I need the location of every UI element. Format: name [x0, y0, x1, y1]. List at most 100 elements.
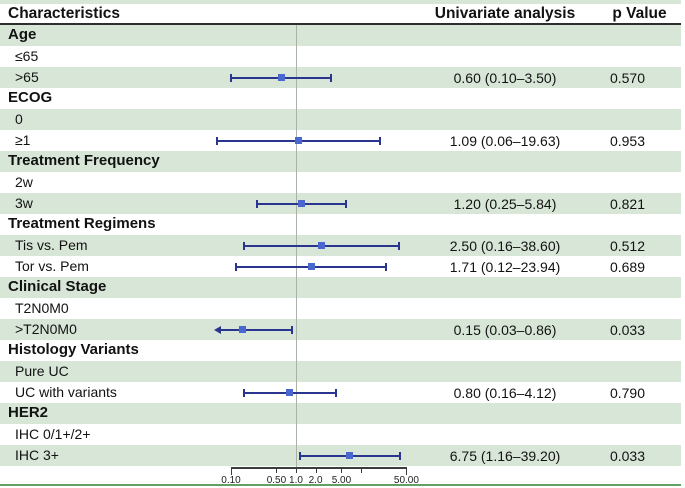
ci-cap [243, 389, 246, 397]
ci-plot [0, 424, 681, 445]
p-value: 0.689 [609, 258, 646, 275]
table-row: >65 0.60 (0.10–3.50) 0.570 [0, 67, 681, 88]
top-border [0, 0, 681, 4]
row-label: >T2N0M0 [15, 321, 77, 337]
table-row: T2N0M0 [0, 298, 681, 319]
univariate-value: 0.80 (0.16–4.12) [453, 384, 557, 401]
table-row: ECOG [0, 88, 681, 109]
ci-plot [0, 298, 681, 319]
row-label: HER2 [8, 404, 49, 421]
table-row: 0 [0, 109, 681, 130]
ci-plot [0, 403, 681, 424]
p-value: 0.512 [609, 237, 646, 254]
ci-marker [238, 326, 246, 333]
row-label: ECOG [8, 89, 53, 106]
ci-plot [0, 67, 681, 88]
row-label: T2N0M0 [15, 300, 69, 316]
row-label: 3w [15, 195, 33, 211]
ci-cap [235, 263, 238, 271]
ci-cap [215, 137, 218, 145]
ci-plot [0, 109, 681, 130]
table-row: Histology Variants [0, 340, 681, 361]
univariate-value: 2.50 (0.16–38.60) [449, 237, 561, 254]
row-label: Age [8, 26, 37, 43]
table-row: IHC 0/1+/2+ [0, 424, 681, 445]
table-row: ≥1 1.09 (0.06–19.63) 0.953 [0, 130, 681, 151]
table-header: Characteristics Univariate analysis p Va… [0, 4, 681, 25]
ci-marker [294, 137, 302, 144]
ci-plot [0, 193, 681, 214]
ci-plot [0, 340, 681, 361]
ci-plot [0, 319, 681, 340]
ci-marker [297, 200, 305, 207]
ci-cap [255, 200, 258, 208]
row-label: IHC 3+ [15, 447, 59, 463]
univariate-value: 0.15 (0.03–0.86) [453, 321, 557, 338]
ci-plot [0, 256, 681, 277]
table-row: 2w [0, 172, 681, 193]
ci-cap [398, 452, 401, 460]
col-header-univariate: Univariate analysis [434, 5, 576, 22]
table-row: HER2 [0, 403, 681, 424]
row-label: 0 [15, 111, 23, 127]
univariate-value: 1.71 (0.12–23.94) [449, 258, 561, 275]
p-value: 0.570 [609, 69, 646, 86]
p-value: 0.033 [609, 321, 646, 338]
ci-cap [243, 242, 246, 250]
ci-cap [299, 452, 302, 460]
ci-cap [379, 137, 382, 145]
ci-plot [0, 214, 681, 235]
row-label: Treatment Frequency [8, 152, 160, 169]
table-row: Treatment Regimens [0, 214, 681, 235]
row-label: IHC 0/1+/2+ [15, 426, 91, 442]
x-axis-tick [341, 467, 343, 473]
ci-marker [307, 263, 315, 270]
x-axis-tick [315, 467, 317, 473]
ci-cap [398, 242, 401, 250]
x-axis-tick [231, 467, 232, 475]
ci-cap [334, 389, 337, 397]
table-row: Tor vs. Pem 1.71 (0.12–23.94) 0.689 [0, 256, 681, 277]
table-row: Age [0, 25, 681, 46]
table-row: UC with variants 0.80 (0.16–4.12) 0.790 [0, 382, 681, 403]
table-row: IHC 3+ 6.75 (1.16–39.20) 0.033 [0, 445, 681, 466]
row-label: Histology Variants [8, 341, 139, 358]
table-row: Treatment Frequency [0, 151, 681, 172]
p-value: 0.790 [609, 384, 646, 401]
row-label: UC with variants [15, 384, 117, 400]
ci-plot [0, 151, 681, 172]
row-label: Pure UC [15, 363, 69, 379]
ci-plot [0, 382, 681, 403]
ci-marker [278, 74, 286, 81]
ci-plot [0, 172, 681, 193]
ci-cap [344, 200, 347, 208]
x-axis-tick [406, 467, 408, 475]
table-row: Tis vs. Pem 2.50 (0.16–38.60) 0.512 [0, 235, 681, 256]
ci-cap [384, 263, 387, 271]
col-header-characteristics: Characteristics [8, 5, 121, 22]
row-label: Tis vs. Pem [15, 237, 88, 253]
ci-plot [0, 25, 681, 46]
ci-cap [230, 74, 232, 82]
ci-cap [330, 74, 333, 82]
table-row: 3w 1.20 (0.25–5.84) 0.821 [0, 193, 681, 214]
ci-arrow-left-icon [214, 326, 221, 334]
ci-line [220, 329, 292, 331]
x-axis-line [231, 467, 407, 469]
bottom-border [0, 484, 681, 486]
univariate-value: 1.09 (0.06–19.63) [449, 132, 561, 149]
row-label: ≥1 [15, 132, 31, 148]
ci-marker [346, 452, 354, 459]
ci-plot [0, 46, 681, 67]
x-axis-tick [361, 467, 362, 473]
row-label: Tor vs. Pem [15, 258, 89, 274]
x-axis-tick [276, 467, 278, 473]
ci-plot [0, 361, 681, 382]
table-row: Pure UC [0, 361, 681, 382]
ci-cap [290, 326, 293, 334]
univariate-value: 0.60 (0.10–3.50) [453, 69, 557, 86]
ci-plot [0, 88, 681, 109]
row-label: >65 [15, 69, 39, 85]
table-row: >T2N0M0 0.15 (0.03–0.86) 0.033 [0, 319, 681, 340]
